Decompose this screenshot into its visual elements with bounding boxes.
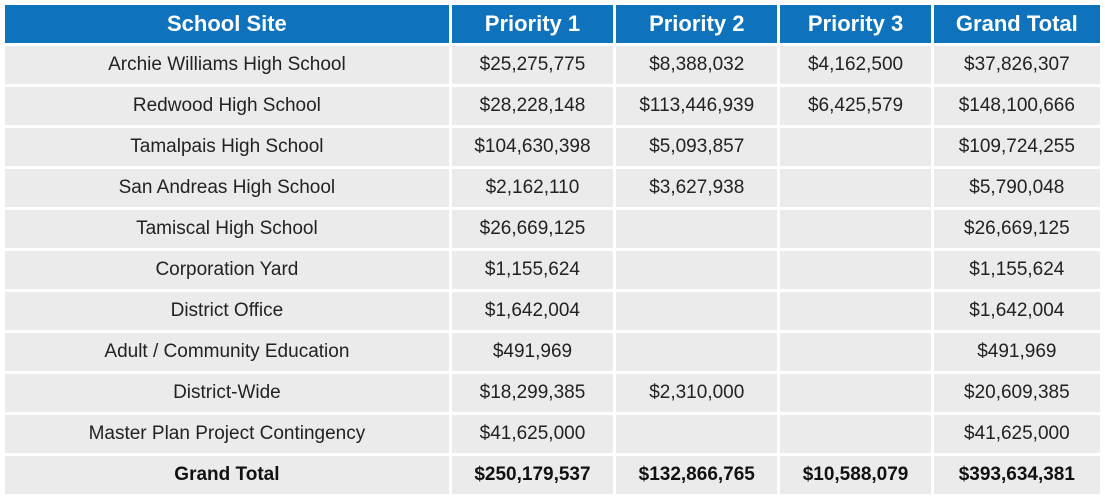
cell-priority-1: $25,275,775 [451, 46, 614, 84]
cell-priority-1: $491,969 [451, 333, 614, 371]
total-label: Grand Total [5, 456, 449, 494]
grand-total-row: Grand Total $250,179,537 $132,866,765 $1… [5, 456, 1100, 494]
cell-priority-2: $113,446,939 [616, 87, 778, 125]
cell-school-site: San Andreas High School [5, 169, 449, 207]
cell-grand-total: $37,826,307 [933, 46, 1100, 84]
cell-grand-total: $1,642,004 [933, 292, 1100, 330]
table-row: Archie Williams High School $25,275,775 … [5, 46, 1100, 84]
cell-school-site: District-Wide [5, 374, 449, 412]
cell-priority-1: $28,228,148 [451, 87, 614, 125]
header-school-site: School Site [5, 5, 449, 43]
cell-priority-3 [780, 169, 931, 207]
cell-priority-1: $18,299,385 [451, 374, 614, 412]
cell-priority-1: $1,155,624 [451, 251, 614, 289]
cell-grand-total: $491,969 [933, 333, 1100, 371]
cell-priority-3 [780, 210, 931, 248]
cell-priority-2 [616, 210, 778, 248]
table-row: San Andreas High School $2,162,110 $3,62… [5, 169, 1100, 207]
cell-priority-2 [616, 292, 778, 330]
cell-priority-1: $41,625,000 [451, 415, 614, 453]
cell-priority-3 [780, 333, 931, 371]
cell-school-site: Archie Williams High School [5, 46, 449, 84]
cell-priority-3: $4,162,500 [780, 46, 931, 84]
cell-school-site: Tamalpais High School [5, 128, 449, 166]
cell-priority-1: $2,162,110 [451, 169, 614, 207]
cell-priority-2: $5,093,857 [616, 128, 778, 166]
table-row: Adult / Community Education $491,969 $49… [5, 333, 1100, 371]
total-grand-total: $393,634,381 [933, 456, 1100, 494]
cell-priority-3: $6,425,579 [780, 87, 931, 125]
cell-priority-3 [780, 251, 931, 289]
cell-grand-total: $109,724,255 [933, 128, 1100, 166]
total-priority-1: $250,179,537 [451, 456, 614, 494]
header-priority-1: Priority 1 [451, 5, 614, 43]
table-row: Corporation Yard $1,155,624 $1,155,624 [5, 251, 1100, 289]
header-priority-2: Priority 2 [616, 5, 778, 43]
cell-grand-total: $148,100,666 [933, 87, 1100, 125]
cell-priority-2: $3,627,938 [616, 169, 778, 207]
cell-school-site: Adult / Community Education [5, 333, 449, 371]
cell-priority-1: $26,669,125 [451, 210, 614, 248]
total-priority-3: $10,588,079 [780, 456, 931, 494]
cell-priority-2: $8,388,032 [616, 46, 778, 84]
table-row: Tamiscal High School $26,669,125 $26,669… [5, 210, 1100, 248]
header-priority-3: Priority 3 [780, 5, 931, 43]
cell-priority-3 [780, 128, 931, 166]
cell-school-site: Tamiscal High School [5, 210, 449, 248]
cell-priority-2 [616, 251, 778, 289]
cell-priority-3 [780, 292, 931, 330]
cell-grand-total: $1,155,624 [933, 251, 1100, 289]
cell-school-site: Master Plan Project Contingency [5, 415, 449, 453]
cell-grand-total: $20,609,385 [933, 374, 1100, 412]
cell-priority-3 [780, 415, 931, 453]
cell-grand-total: $41,625,000 [933, 415, 1100, 453]
table-row: District Office $1,642,004 $1,642,004 [5, 292, 1100, 330]
cell-priority-2 [616, 415, 778, 453]
total-priority-2: $132,866,765 [616, 456, 778, 494]
cell-priority-3 [780, 374, 931, 412]
cell-priority-1: $1,642,004 [451, 292, 614, 330]
header-grand-total: Grand Total [933, 5, 1100, 43]
table-row: Master Plan Project Contingency $41,625,… [5, 415, 1100, 453]
table-body: Archie Williams High School $25,275,775 … [5, 46, 1100, 494]
cell-grand-total: $5,790,048 [933, 169, 1100, 207]
table-row: District-Wide $18,299,385 $2,310,000 $20… [5, 374, 1100, 412]
table-row: Tamalpais High School $104,630,398 $5,09… [5, 128, 1100, 166]
cell-priority-2: $2,310,000 [616, 374, 778, 412]
cell-priority-1: $104,630,398 [451, 128, 614, 166]
cell-school-site: District Office [5, 292, 449, 330]
table-row: Redwood High School $28,228,148 $113,446… [5, 87, 1100, 125]
cell-school-site: Corporation Yard [5, 251, 449, 289]
cell-priority-2 [616, 333, 778, 371]
header-row: School Site Priority 1 Priority 2 Priori… [5, 5, 1100, 43]
cell-grand-total: $26,669,125 [933, 210, 1100, 248]
cell-school-site: Redwood High School [5, 87, 449, 125]
